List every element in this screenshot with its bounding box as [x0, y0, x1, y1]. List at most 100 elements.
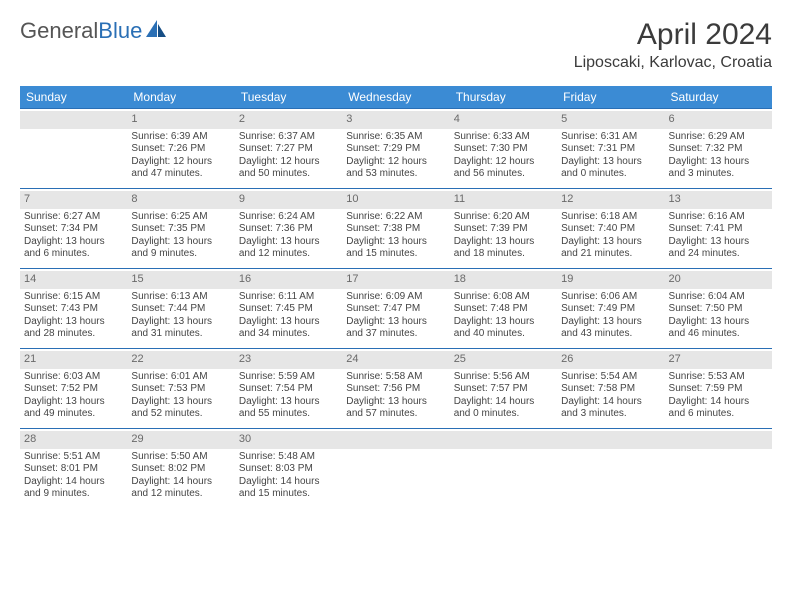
- sunset-text: Sunset: 7:57 PM: [454, 383, 553, 396]
- calendar-cell: 19Sunrise: 6:06 AMSunset: 7:49 PMDayligh…: [557, 269, 664, 349]
- sunset-text: Sunset: 7:56 PM: [346, 383, 445, 396]
- calendar-cell: 20Sunrise: 6:04 AMSunset: 7:50 PMDayligh…: [665, 269, 772, 349]
- daylight-text: Daylight: 13 hours and 57 minutes.: [346, 396, 445, 421]
- sunrise-text: Sunrise: 5:54 AM: [561, 371, 660, 384]
- daylight-text: Daylight: 14 hours and 9 minutes.: [24, 476, 123, 501]
- day-number: 30: [235, 431, 342, 449]
- daylight-text: Daylight: 14 hours and 12 minutes.: [131, 476, 230, 501]
- daylight-text: Daylight: 13 hours and 31 minutes.: [131, 316, 230, 341]
- sunrise-text: Sunrise: 6:16 AM: [669, 211, 768, 224]
- day-number-empty: [450, 431, 557, 449]
- calendar-cell: 28Sunrise: 5:51 AMSunset: 8:01 PMDayligh…: [20, 429, 127, 509]
- daylight-text: Daylight: 14 hours and 6 minutes.: [669, 396, 768, 421]
- calendar-cell: 26 Sunrise: 5:54 AMSunset: 7:58 PMDayligh…: [557, 349, 664, 429]
- sunrise-text: Sunrise: 6:25 AM: [131, 211, 230, 224]
- day-number: 22: [127, 351, 234, 369]
- weekday-header: Monday: [127, 86, 234, 109]
- sunset-text: Sunset: 7:48 PM: [454, 303, 553, 316]
- calendar-cell: 3Sunrise: 6:35 AMSunset: 7:29 PMDaylight…: [342, 109, 449, 189]
- day-number: 21: [20, 351, 127, 369]
- calendar-cell: 30Sunrise: 5:48 AMSunset: 8:03 PMDayligh…: [235, 429, 342, 509]
- day-number: 23: [235, 351, 342, 369]
- sunrise-text: Sunrise: 6:06 AM: [561, 291, 660, 304]
- sunset-text: Sunset: 8:02 PM: [131, 463, 230, 476]
- calendar-cell: 21Sunrise: 6:03 AMSunset: 7:52 PMDayligh…: [20, 349, 127, 429]
- location-text: Liposcaki, Karlovac, Croatia: [574, 54, 772, 72]
- sunset-text: Sunset: 7:39 PM: [454, 223, 553, 236]
- sunrise-text: Sunrise: 5:50 AM: [131, 451, 230, 464]
- weekday-header: Saturday: [665, 86, 772, 109]
- calendar-cell: 25Sunrise: 5:56 AMSunset: 7:57 PMDayligh…: [450, 349, 557, 429]
- daylight-text: Daylight: 13 hours and 37 minutes.: [346, 316, 445, 341]
- sunrise-text: Sunrise: 6:31 AM: [561, 131, 660, 144]
- page-header: GeneralBlue April 2024 Liposcaki, Karlov…: [20, 18, 772, 72]
- sunrise-text: Sunrise: 6:15 AM: [24, 291, 123, 304]
- weekday-header: Friday: [557, 86, 664, 109]
- calendar-cell: 5Sunrise: 6:31 AMSunset: 7:31 PMDaylight…: [557, 109, 664, 189]
- sunrise-text: Sunrise: 6:11 AM: [239, 291, 338, 304]
- weekday-header: Thursday: [450, 86, 557, 109]
- sunrise-text: Sunrise: 5:48 AM: [239, 451, 338, 464]
- sunset-text: Sunset: 7:26 PM: [131, 143, 230, 156]
- day-number-empty: [342, 431, 449, 449]
- day-number: 27: [665, 351, 772, 369]
- daylight-text: Daylight: 13 hours and 46 minutes.: [669, 316, 768, 341]
- logo: GeneralBlue: [20, 18, 168, 44]
- calendar-cell: 17Sunrise: 6:09 AMSunset: 7:47 PMDayligh…: [342, 269, 449, 349]
- day-number: 15: [127, 271, 234, 289]
- day-number: 16: [235, 271, 342, 289]
- daylight-text: Daylight: 13 hours and 49 minutes.: [24, 396, 123, 421]
- calendar-week-row: 21Sunrise: 6:03 AMSunset: 7:52 PMDayligh…: [20, 349, 772, 429]
- day-number: 26: [557, 351, 664, 369]
- sunset-text: Sunset: 7:35 PM: [131, 223, 230, 236]
- day-number: 5: [557, 111, 664, 129]
- sunset-text: Sunset: 7:38 PM: [346, 223, 445, 236]
- sunrise-text: Sunrise: 6:33 AM: [454, 131, 553, 144]
- day-number: 19: [557, 271, 664, 289]
- calendar-cell: 11Sunrise: 6:20 AMSunset: 7:39 PMDayligh…: [450, 189, 557, 269]
- sunrise-text: Sunrise: 6:24 AM: [239, 211, 338, 224]
- calendar-week-row: 28Sunrise: 5:51 AMSunset: 8:01 PMDayligh…: [20, 429, 772, 509]
- sunset-text: Sunset: 7:44 PM: [131, 303, 230, 316]
- daylight-text: Daylight: 12 hours and 47 minutes.: [131, 156, 230, 181]
- sunrise-text: Sunrise: 6:04 AM: [669, 291, 768, 304]
- daylight-text: Daylight: 13 hours and 28 minutes.: [24, 316, 123, 341]
- day-number: 9: [235, 191, 342, 209]
- sunset-text: Sunset: 7:41 PM: [669, 223, 768, 236]
- sunset-text: Sunset: 8:03 PM: [239, 463, 338, 476]
- daylight-text: Daylight: 13 hours and 6 minutes.: [24, 236, 123, 261]
- sunrise-text: Sunrise: 6:18 AM: [561, 211, 660, 224]
- day-number: 1: [127, 111, 234, 129]
- day-number: 20: [665, 271, 772, 289]
- daylight-text: Daylight: 14 hours and 3 minutes.: [561, 396, 660, 421]
- day-number: 2: [235, 111, 342, 129]
- day-number: 7: [20, 191, 127, 209]
- daylight-text: Daylight: 12 hours and 50 minutes.: [239, 156, 338, 181]
- daylight-text: Daylight: 13 hours and 15 minutes.: [346, 236, 445, 261]
- day-number: 28: [20, 431, 127, 449]
- calendar-cell: 2Sunrise: 6:37 AMSunset: 7:27 PMDaylight…: [235, 109, 342, 189]
- weekday-header: Wednesday: [342, 86, 449, 109]
- sunset-text: Sunset: 7:34 PM: [24, 223, 123, 236]
- calendar-table: Sunday Monday Tuesday Wednesday Thursday…: [20, 86, 772, 509]
- calendar-cell: 10Sunrise: 6:22 AMSunset: 7:38 PMDayligh…: [342, 189, 449, 269]
- sunrise-text: Sunrise: 6:22 AM: [346, 211, 445, 224]
- calendar-cell: [665, 429, 772, 509]
- calendar-cell: 12Sunrise: 6:18 AMSunset: 7:40 PMDayligh…: [557, 189, 664, 269]
- sunset-text: Sunset: 7:58 PM: [561, 383, 660, 396]
- daylight-text: Daylight: 13 hours and 34 minutes.: [239, 316, 338, 341]
- sunset-text: Sunset: 7:47 PM: [346, 303, 445, 316]
- calendar-cell: 29Sunrise: 5:50 AMSunset: 8:02 PMDayligh…: [127, 429, 234, 509]
- calendar-cell: 22Sunrise: 6:01 AMSunset: 7:53 PMDayligh…: [127, 349, 234, 429]
- daylight-text: Daylight: 14 hours and 0 minutes.: [454, 396, 553, 421]
- day-number: 6: [665, 111, 772, 129]
- sunrise-text: Sunrise: 5:56 AM: [454, 371, 553, 384]
- logo-text-1: General: [20, 18, 98, 44]
- calendar-cell: 13Sunrise: 6:16 AMSunset: 7:41 PMDayligh…: [665, 189, 772, 269]
- calendar-cell: 9Sunrise: 6:24 AMSunset: 7:36 PMDaylight…: [235, 189, 342, 269]
- sunset-text: Sunset: 8:01 PM: [24, 463, 123, 476]
- day-number-empty: [20, 111, 127, 129]
- calendar-cell: 23Sunrise: 5:59 AMSunset: 7:54 PMDayligh…: [235, 349, 342, 429]
- sunset-text: Sunset: 7:49 PM: [561, 303, 660, 316]
- calendar-cell: 4Sunrise: 6:33 AMSunset: 7:30 PMDaylight…: [450, 109, 557, 189]
